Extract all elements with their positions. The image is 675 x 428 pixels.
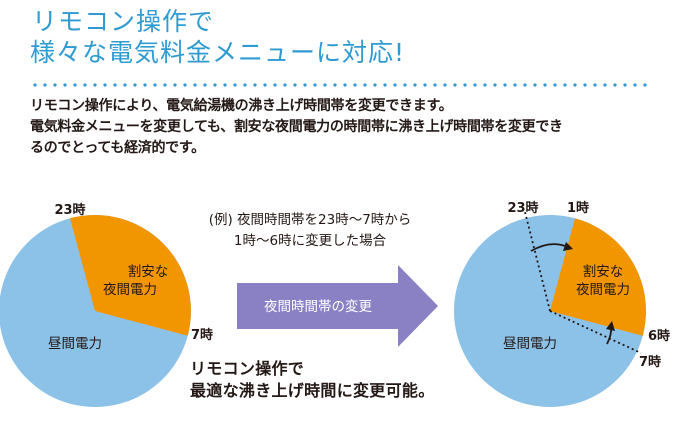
right-pie-label-1: 1時 [567,200,589,216]
remote-caption-line-2: 最適な沸き上げ時間に変更可能。 [190,381,435,400]
right-pie-label-6: 6時 [648,328,670,344]
right-pie-night-slice [550,218,646,336]
right-pie-label-23: 23時 [507,200,538,216]
right-pie-shift-arrowhead-top [563,242,573,251]
right-pie-night-label-2: 夜間電力 [576,282,630,298]
title-line-1: リモコン操作で [32,7,215,36]
right-pie-night-label-1: 割安な [583,263,624,280]
description-line-2: 電気料金メニューを変更しても、割安な夜間電力の時間帯に沸き上げ時間帯を変更でき [30,119,563,135]
left-pie-label-23: 23時 [54,202,85,218]
right-pie-shift-arrowhead-bottom [606,321,615,331]
right-pie [454,211,646,407]
description-line-1: リモコン操作により、電気給湯機の沸き上げ時間帯を変更できます。 [30,98,453,114]
right-pie-old-23-boundary [524,211,551,312]
left-pie-night-label-2: 夜間電力 [103,282,157,298]
left-pie-night-slice [70,214,191,336]
page-title: リモコン操作で 様々な電気料金メニューに対応! [30,6,405,68]
remote-caption: リモコン操作で 最適な沸き上げ時間に変更可能。 [190,358,435,402]
example-note: (例) 夜間時間帯を23時〜7時から 1時〜6時に変更した場合 [180,210,440,252]
example-note-line-2: 1時〜6時に変更した場合 [233,233,387,249]
change-arrow [237,265,438,347]
left-pie-label-7: 7時 [191,327,213,343]
right-pie-old-7-boundary [549,310,642,354]
left-pie [0,214,191,407]
title-line-2: 様々な電気料金メニューに対応! [30,38,406,67]
left-pie-day-label: 昼間電力 [48,336,102,352]
change-arrow-label: 夜間時間帯の変更 [264,298,372,315]
description: リモコン操作により、電気給湯機の沸き上げ時間帯を変更できます。 電気料金メニュー… [30,96,655,159]
description-line-3: るのでとっても経済的です。 [30,140,205,156]
right-pie-label-7: 7時 [639,354,661,370]
dotted-divider [30,83,650,87]
remote-caption-line-1: リモコン操作で [190,359,305,378]
left-pie-night-label-1: 割安な [128,263,169,280]
example-note-line-1: (例) 夜間時間帯を23時〜7時から [208,212,412,228]
right-pie-day-label: 昼間電力 [503,336,557,352]
